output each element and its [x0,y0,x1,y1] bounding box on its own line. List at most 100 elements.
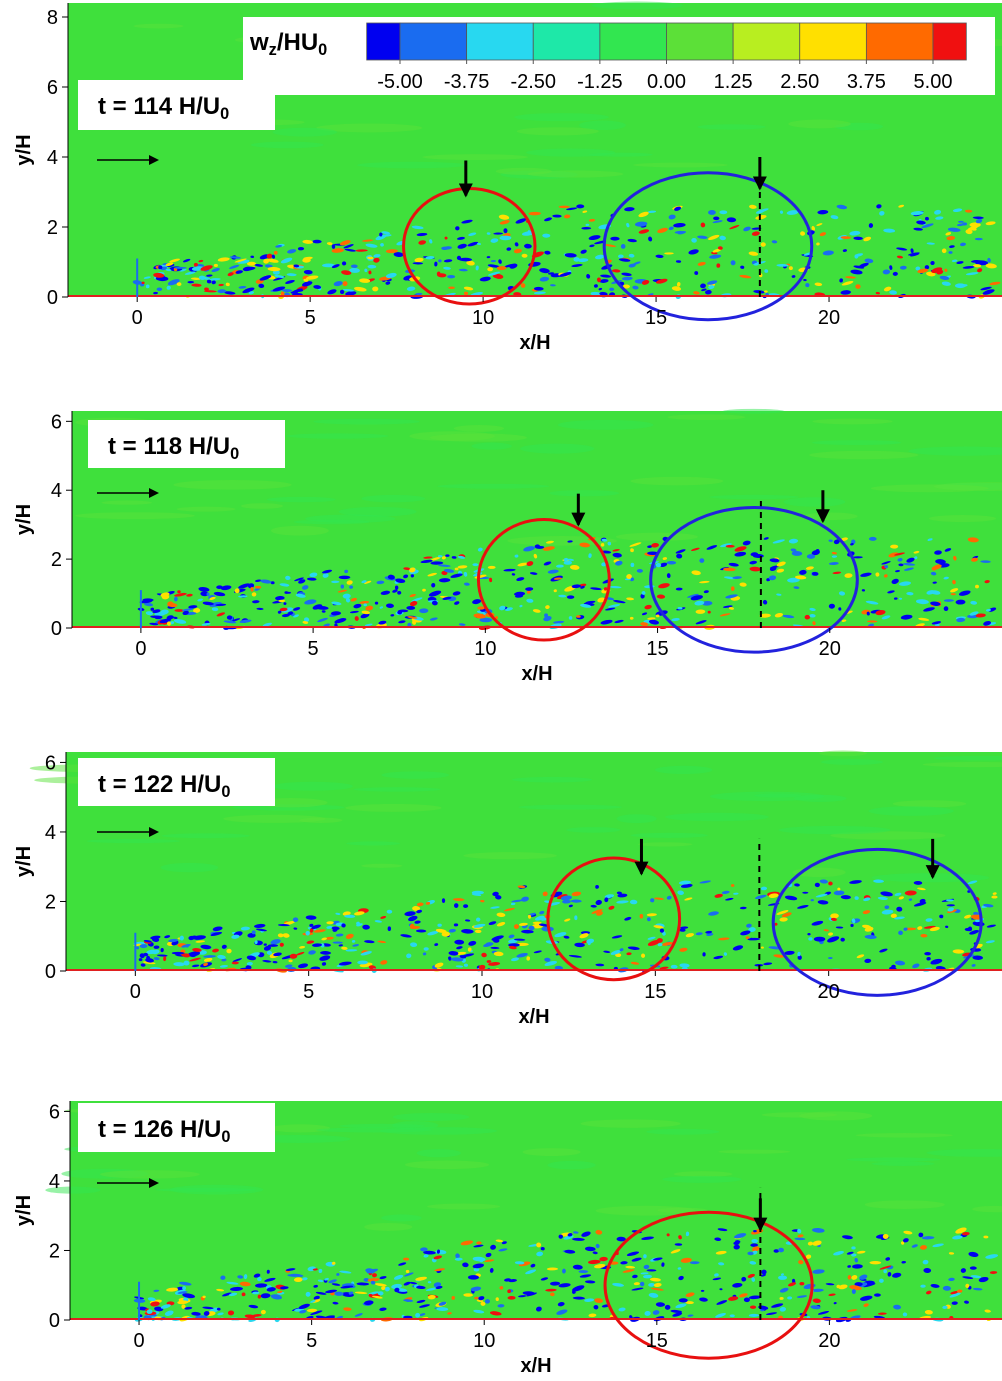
streak [200,944,212,950]
streak [643,1264,650,1270]
streak [591,909,603,914]
y-tick-label: 4 [51,480,62,502]
streak [892,271,898,276]
streak [479,617,493,623]
time-label-box [78,1103,275,1152]
streak [202,1306,214,1310]
streak [941,281,951,286]
streak [209,596,216,601]
streak [379,1307,387,1311]
y-tick-label: 2 [49,1240,60,1262]
streak [145,284,150,289]
streak [655,614,660,618]
streak [674,230,684,234]
streak [149,622,159,626]
streak [544,613,549,618]
x-tick-label: 15 [644,981,666,1003]
streak [423,947,429,951]
streak [896,247,908,251]
streak [889,290,897,295]
streak [627,238,637,243]
streak [280,1286,289,1290]
streak [790,548,797,552]
streak [902,1238,909,1243]
streak [272,961,278,964]
streak [634,221,648,227]
streak [711,251,718,255]
streak [685,1301,694,1305]
streak [192,948,202,952]
streak [267,266,281,272]
streak [840,537,848,542]
streak [294,289,304,293]
streak [569,565,580,570]
streak [325,1289,338,1294]
x-axis-label: x/H [519,332,550,354]
streak [659,562,668,568]
streak [298,579,306,584]
streak [305,275,319,280]
streak [264,1277,276,1282]
field-texture [673,1171,733,1177]
streak [621,276,633,281]
streak [697,235,708,239]
streak [461,219,473,224]
streak [967,614,979,619]
streak [474,929,482,934]
streak [260,1293,271,1299]
streak [529,912,536,916]
streak [701,288,707,292]
streak [650,898,655,903]
streak [855,284,861,289]
streak [730,884,735,887]
streak [943,576,949,580]
streak [212,926,223,932]
streak [851,1275,858,1280]
streak [193,608,201,613]
streak [609,287,615,291]
streak [335,933,344,937]
streak [462,1262,469,1268]
field-texture [667,414,746,421]
streak [788,1282,797,1287]
streak [473,613,486,619]
streak [867,620,878,623]
streak [521,231,535,236]
streak [958,590,971,596]
field-texture [778,825,891,835]
streak [463,291,469,296]
streak [460,1240,474,1246]
streak [425,1287,439,1291]
streak [438,564,451,567]
streak [718,937,730,941]
streak [196,263,205,267]
streak [246,961,253,966]
streak [211,268,220,273]
streak [193,262,198,267]
streak [529,572,538,575]
field-texture [75,512,195,520]
streak [385,272,397,279]
streak [814,282,823,287]
streak [211,280,216,285]
streak [341,261,347,266]
streak [266,1269,270,1274]
streak [481,952,487,958]
streak [511,899,524,903]
streak [341,923,346,928]
streak [182,610,189,616]
streak [338,944,343,947]
streak [726,217,737,223]
streak [699,558,705,563]
streak [741,1276,747,1282]
y-axis-label: y/H [13,134,35,165]
highlight-ellipse [771,847,983,997]
streak [786,210,799,215]
streak [965,272,979,276]
streak [503,568,516,572]
streak [548,902,561,906]
streak [257,1276,262,1282]
streak [782,614,795,619]
streak [716,1300,728,1305]
